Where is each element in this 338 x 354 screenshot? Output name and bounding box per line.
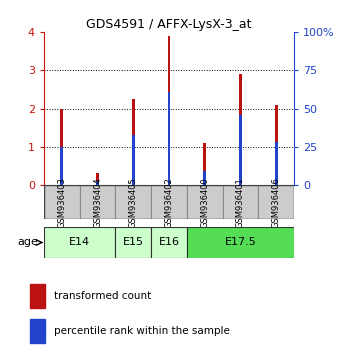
Bar (151, 185, 187, 219)
Text: GSM936405: GSM936405 (129, 177, 138, 228)
Text: percentile rank within the sample: percentile rank within the sample (54, 326, 230, 336)
Bar (30, 284, 45, 308)
Bar (168, 92, 170, 185)
Text: E16: E16 (159, 238, 179, 247)
Title: GDS4591 / AFFX-LysX-3_at: GDS4591 / AFFX-LysX-3_at (86, 18, 252, 31)
Text: GSM936400: GSM936400 (200, 177, 209, 228)
Text: E14: E14 (69, 238, 90, 247)
Bar (203, 171, 206, 185)
Bar (61, 147, 63, 185)
Bar (115, 227, 151, 258)
Bar (44, 185, 80, 219)
Text: GSM936402: GSM936402 (165, 177, 173, 228)
Bar (80, 185, 115, 219)
Bar (61, 109, 63, 185)
Bar (132, 136, 135, 185)
Bar (258, 185, 294, 219)
Text: E15: E15 (123, 238, 144, 247)
Bar (132, 99, 135, 185)
Text: GSM936401: GSM936401 (236, 177, 245, 228)
Bar (151, 227, 187, 258)
Bar (223, 185, 258, 219)
Bar (168, 36, 170, 185)
Text: E17.5: E17.5 (224, 238, 256, 247)
Bar (30, 319, 45, 343)
Bar (187, 227, 294, 258)
Bar (275, 142, 277, 185)
Bar (187, 185, 223, 219)
Bar (203, 143, 206, 185)
Bar (239, 115, 242, 185)
Text: age: age (18, 238, 39, 247)
Text: transformed count: transformed count (54, 291, 151, 301)
Bar (44, 227, 115, 258)
Text: GSM936404: GSM936404 (93, 177, 102, 228)
Text: GSM936403: GSM936403 (57, 177, 66, 228)
Bar (239, 74, 242, 185)
Bar (275, 105, 277, 185)
Bar (96, 181, 99, 185)
Bar (96, 173, 99, 185)
Bar (115, 185, 151, 219)
Text: GSM936406: GSM936406 (272, 177, 281, 228)
